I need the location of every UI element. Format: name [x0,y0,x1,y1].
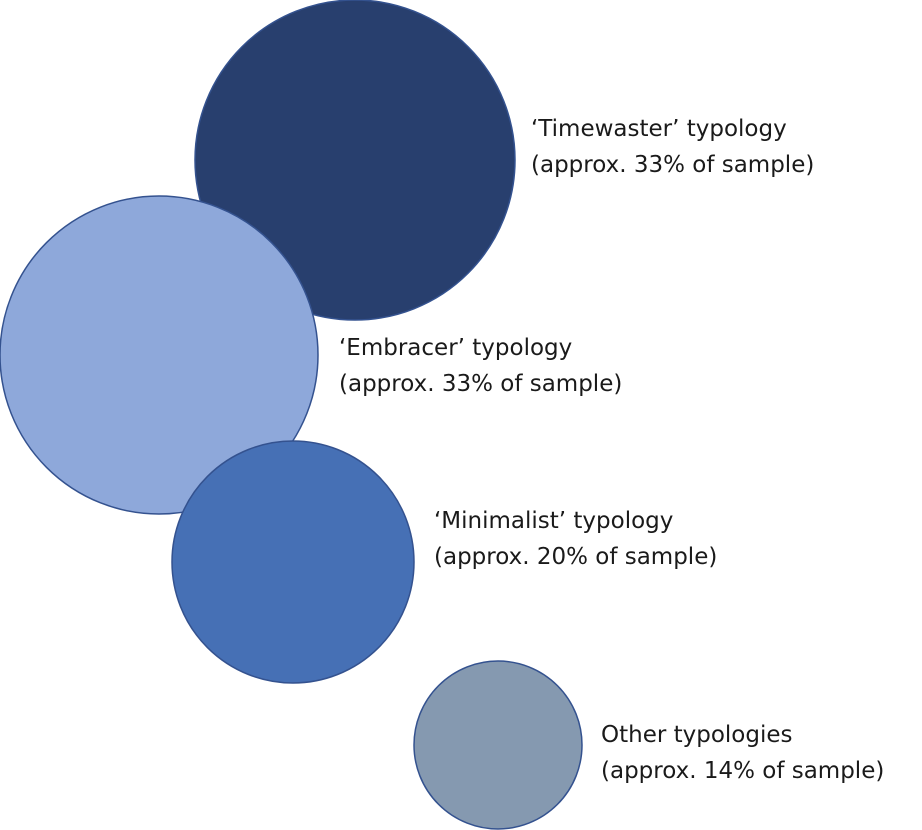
embracer-label: ‘Embracer’ typology (approx. 33% of samp… [339,330,622,402]
timewaster-circle [194,0,516,321]
timewaster-share: (approx. 33% of sample) [531,152,815,178]
other-name: Other typologies [601,722,793,748]
embracer-name: ‘Embracer’ typology [339,335,573,361]
other-label: Other typologies (approx. 14% of sample) [601,717,884,789]
embracer-circle [0,195,319,515]
minimalist-circle [171,440,415,684]
other-circle [413,660,583,830]
minimalist-name: ‘Minimalist’ typology [434,508,674,534]
minimalist-share: (approx. 20% of sample) [434,544,718,570]
other-share: (approx. 14% of sample) [601,758,885,784]
timewaster-name: ‘Timewaster’ typology [531,116,787,142]
timewaster-label: ‘Timewaster’ typology (approx. 33% of sa… [531,111,814,183]
embracer-share: (approx. 33% of sample) [339,371,623,397]
minimalist-label: ‘Minimalist’ typology (approx. 20% of sa… [434,503,717,575]
